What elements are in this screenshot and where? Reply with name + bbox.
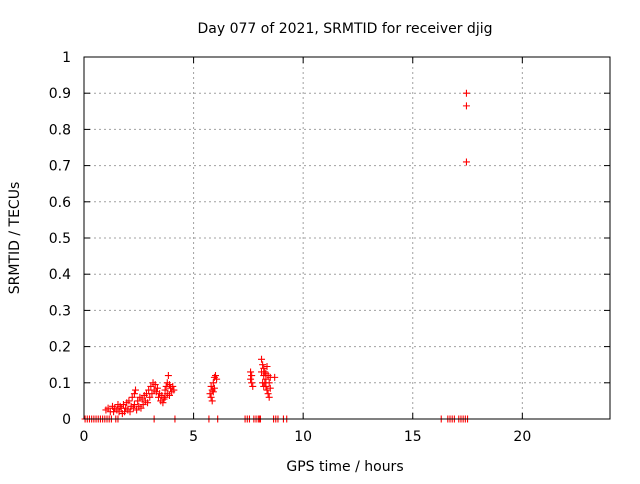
data-point	[462, 102, 470, 110]
y-tick-label: 0	[62, 412, 71, 428]
x-axis-label: GPS time / hours	[286, 459, 403, 475]
y-axis-label: SRMTID / TECUs	[7, 182, 23, 295]
data-point	[263, 363, 271, 371]
y-tick-label: 0.3	[49, 303, 71, 319]
data-point	[271, 373, 279, 381]
data-point	[266, 384, 274, 392]
data-point	[213, 375, 221, 383]
data-point	[134, 397, 142, 405]
y-tick-label: 0.9	[49, 86, 71, 102]
data-point	[462, 158, 470, 166]
data-point	[104, 404, 112, 412]
data-point	[248, 372, 256, 380]
data-point	[161, 393, 169, 401]
data-point	[260, 382, 268, 390]
data-point	[209, 379, 217, 387]
data-point	[247, 375, 255, 383]
data-point	[247, 368, 255, 376]
data-point	[130, 390, 138, 398]
data-point	[462, 89, 470, 97]
ticks-layer	[83, 56, 610, 420]
data-point	[170, 386, 178, 394]
data-point	[264, 390, 272, 398]
data-point	[209, 388, 217, 396]
x-tick-label: 0	[80, 429, 89, 445]
data-point	[265, 379, 273, 387]
x-tick-label: 20	[513, 429, 531, 445]
y-tick-label: 1	[62, 50, 71, 66]
data-point	[263, 386, 271, 394]
chart-title: Day 077 of 2021, SRMTID for receiver dji…	[198, 21, 493, 37]
data-point	[258, 355, 266, 363]
data-point	[161, 386, 169, 394]
x-tick-label: 5	[189, 429, 198, 445]
data-point	[212, 372, 219, 380]
y-tick-label: 0.4	[49, 267, 71, 283]
x-tick-label: 10	[294, 429, 312, 445]
data-point	[248, 379, 256, 387]
data-point	[151, 381, 159, 389]
data-point	[165, 391, 173, 399]
data-point	[153, 384, 161, 392]
data-point	[133, 406, 141, 414]
y-tick-label: 0.2	[49, 340, 71, 356]
data-point	[169, 382, 177, 390]
y-tick-label: 0.7	[49, 159, 71, 175]
data-point	[159, 399, 167, 407]
data-point	[128, 393, 136, 401]
data-point	[132, 386, 140, 394]
y-tick-label: 0.8	[49, 122, 71, 138]
grid-layer	[84, 57, 610, 419]
data-point	[137, 404, 145, 412]
y-tick-label: 0.1	[49, 376, 71, 392]
data-point	[265, 393, 273, 401]
y-tick-label: 0.6	[49, 195, 71, 211]
plot-frame	[83, 56, 611, 420]
data-point	[148, 390, 156, 398]
data-point	[249, 382, 257, 390]
data-point	[162, 382, 170, 390]
data-point	[139, 401, 147, 409]
data-point	[144, 399, 152, 407]
data-point	[262, 370, 270, 378]
data-point	[208, 397, 216, 405]
data-point	[207, 393, 215, 401]
data-point	[258, 368, 266, 376]
data-point	[125, 397, 133, 405]
data-point	[259, 361, 267, 369]
x-tick-label: 15	[404, 429, 422, 445]
data-point	[126, 408, 134, 416]
data-point	[259, 379, 267, 387]
labels-layer: 00.10.20.30.40.50.60.70.80.910 5 10 15 20	[49, 50, 532, 445]
data-point	[147, 382, 155, 390]
data-point	[164, 372, 172, 380]
y-tick-label: 0.5	[49, 231, 71, 247]
data-point	[130, 401, 138, 409]
data-point	[210, 384, 218, 392]
data-point	[146, 393, 154, 401]
